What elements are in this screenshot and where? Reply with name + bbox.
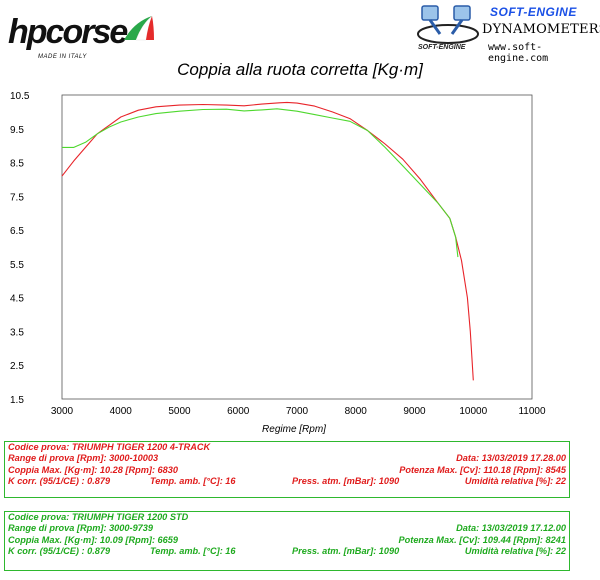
series-line: [62, 108, 459, 258]
max-torque: Coppia Max. [Kg·m]: 10.28 [Rpm]: 6830: [8, 464, 179, 475]
x-tick-label: 3000: [51, 406, 74, 417]
torque-chart: 10.5 9.5 8.5 7.5 6.5 5.5 4.5 3.5 2.5 1.5 3000 4000…: [10, 91, 546, 435]
info-box-green: Codice prova: TRIUMPH TIGER 1200 STD Ran…: [4, 511, 570, 571]
test-date: Data: 13/03/2019 17.12.00: [456, 523, 566, 534]
x-tick-label: 7000: [286, 406, 309, 417]
test-range: Range di prova [Rpm]: 3000-10003: [8, 453, 159, 464]
y-tick-label: 6.5: [10, 226, 24, 237]
info-box-red: Codice prova: TRIUMPH TIGER 1200 4-TRACK…: [4, 441, 570, 498]
y-tick-label: 5.5: [10, 260, 24, 271]
y-tick-label: 4.5: [10, 294, 24, 305]
hpcorse-tagline: MADE IN ITALY: [38, 54, 87, 60]
soft-engine-url: www.soft-engine.com: [488, 42, 549, 64]
y-tick-label: 10.5: [10, 91, 30, 102]
x-tick-label: 5000: [168, 406, 191, 417]
atm-pressure: Press. atm. [mBar]: 1090: [292, 546, 400, 557]
info-row: Codice prova: TRIUMPH TIGER 1200 4-TRACK: [5, 442, 569, 453]
humidity: Umidità relativa [%]: 22: [464, 476, 566, 487]
y-tick-label: 9.5: [10, 125, 24, 136]
ambient-temp: Temp. amb. [°C]: 16: [150, 546, 236, 557]
hpcorse-logo: hpcorse MADE IN ITALY: [8, 14, 158, 60]
info-row: Coppia Max. [Kg·m]: 10.09 [Rpm]: 6659 Po…: [5, 535, 569, 546]
x-tick-label: 6000: [227, 406, 250, 417]
humidity: Umidità relativa [%]: 22: [464, 546, 566, 557]
k-corr: K corr. (95/1/CE) : 0.879: [8, 546, 111, 557]
y-tick-label: 8.5: [10, 159, 24, 170]
soft-engine-logo: SOFT-ENGINE SOFT-ENGINE DYNAMOMETERS www…: [410, 2, 600, 64]
info-row: Codice prova: TRIUMPH TIGER 1200 STD: [5, 512, 569, 523]
pistons-icon: [417, 5, 479, 44]
y-tick-label: 7.5: [10, 192, 24, 203]
x-tick-label: 8000: [345, 406, 368, 417]
x-tick-label: 4000: [110, 406, 133, 417]
test-code: Codice prova: TRIUMPH TIGER 1200 4-TRACK: [8, 442, 211, 452]
ambient-temp: Temp. amb. [°C]: 16: [150, 476, 236, 487]
atm-pressure: Press. atm. [mBar]: 1090: [292, 476, 400, 487]
info-row: Range di prova [Rpm]: 3000-9739 Data: 13…: [5, 523, 569, 534]
max-power: Potenza Max. [Cv]: 110.18 [Rpm]: 8545: [399, 464, 566, 475]
y-tick-label: 2.5: [10, 361, 24, 372]
chart-title: Coppia alla ruota corretta [Kg·m]: [177, 60, 423, 79]
info-row: K corr. (95/1/CE) : 0.879 Temp. amb. [°C…: [5, 546, 569, 557]
info-row: K corr. (95/1/CE) : 0.879 Temp. amb. [°C…: [5, 476, 569, 487]
y-tick-label: 3.5: [10, 327, 24, 338]
k-corr: K corr. (95/1/CE) : 0.879: [8, 476, 111, 487]
x-tick-label: 11000: [518, 406, 546, 417]
test-code: Codice prova: TRIUMPH TIGER 1200 STD: [8, 512, 189, 522]
y-tick-label: 1.5: [10, 395, 24, 406]
italian-flag-swoosh-icon: [124, 15, 154, 41]
x-axis-label: Regime [Rpm]: [262, 424, 326, 435]
max-torque: Coppia Max. [Kg·m]: 10.09 [Rpm]: 6659: [8, 534, 179, 545]
info-row: Range di prova [Rpm]: 3000-10003 Data: 1…: [5, 453, 569, 464]
hpcorse-wordmark: hpcorse: [8, 13, 128, 51]
plot-area: [61, 94, 533, 400]
soft-engine-title: SOFT-ENGINE: [490, 5, 577, 19]
x-tick-label: 10000: [459, 406, 487, 417]
info-row: Coppia Max. [Kg·m]: 10.28 [Rpm]: 6830 Po…: [5, 465, 569, 476]
test-range: Range di prova [Rpm]: 3000-9739: [8, 523, 154, 534]
soft-engine-subtitle: DYNAMOMETERS: [482, 22, 600, 37]
max-power: Potenza Max. [Cv]: 109.44 [Rpm]: 8241: [398, 534, 566, 545]
x-tick-label: 9000: [403, 406, 426, 417]
test-date: Data: 13/03/2019 17.28.00: [456, 453, 566, 464]
soft-engine-small-mark: SOFT-ENGINE: [418, 44, 466, 51]
